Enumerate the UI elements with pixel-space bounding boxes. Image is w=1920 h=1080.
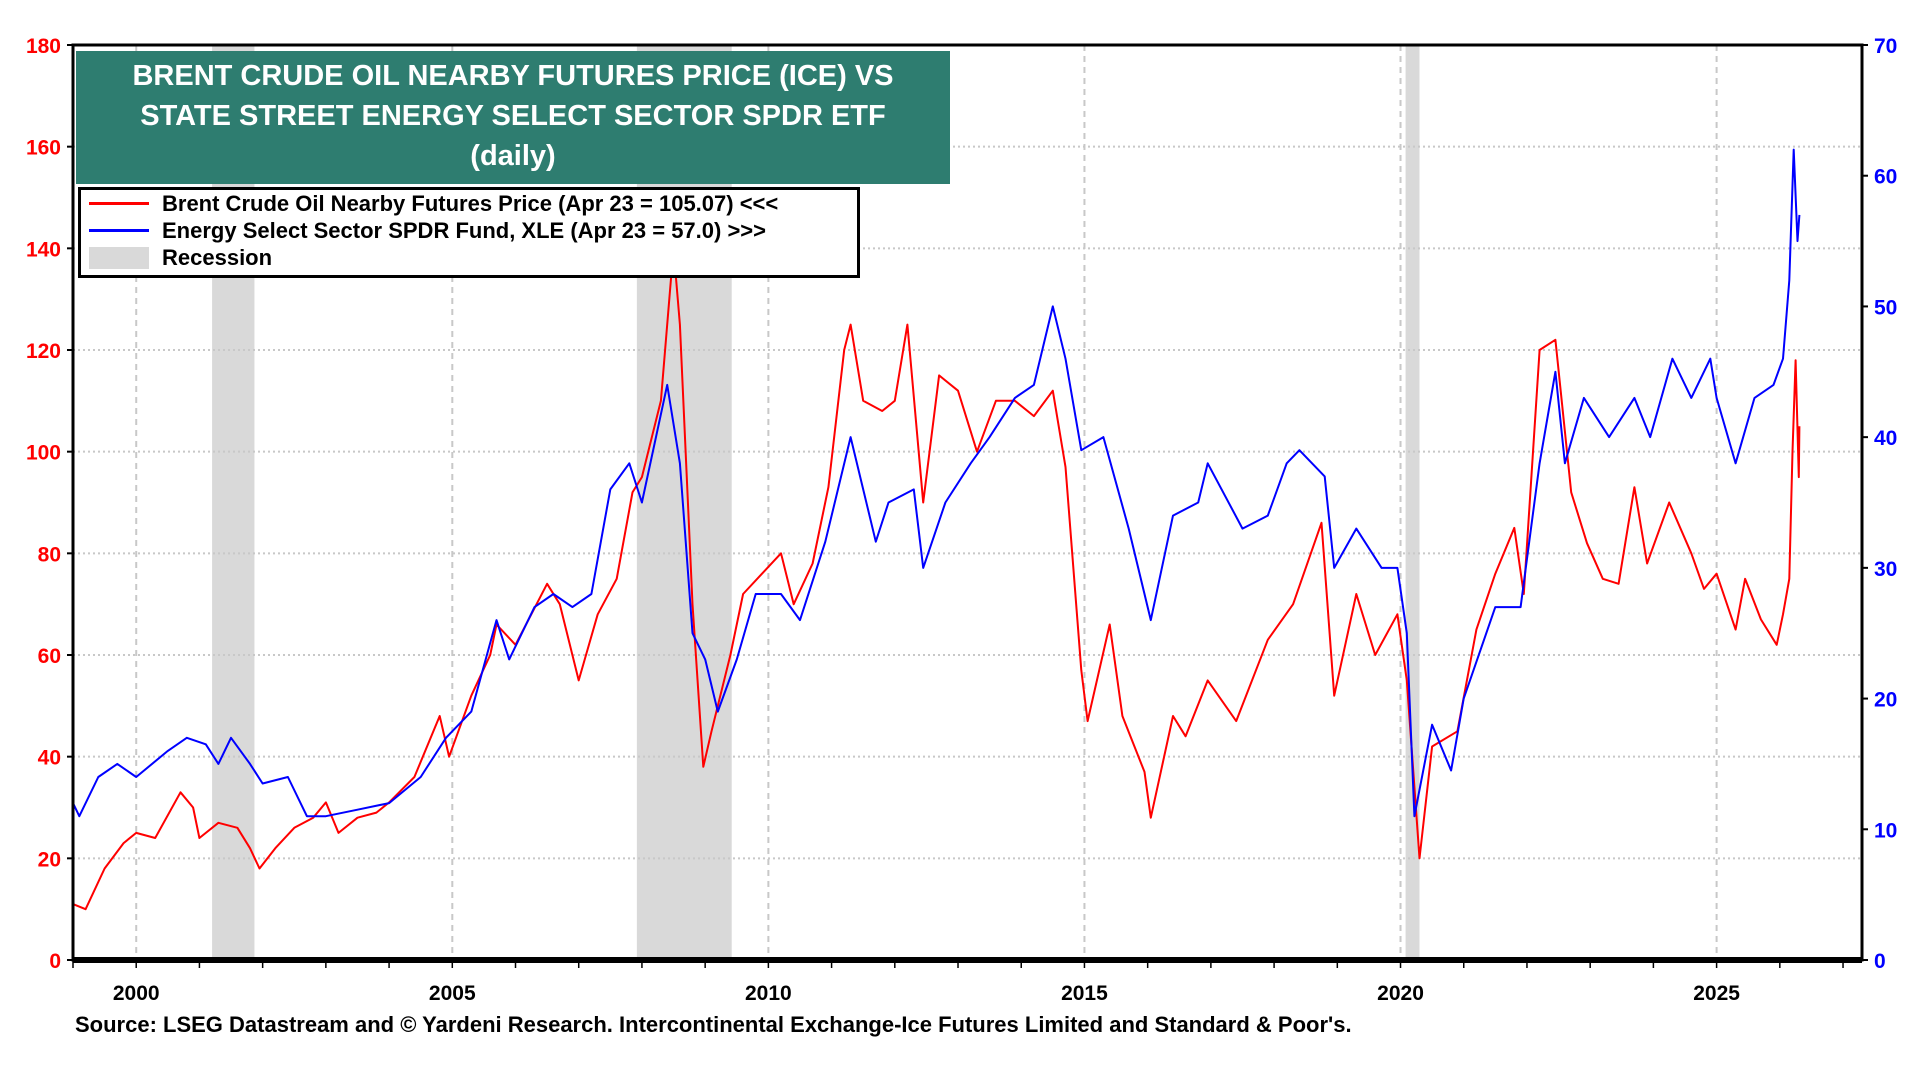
- legend-label-brent: Brent Crude Oil Nearby Futures Price (Ap…: [162, 190, 779, 216]
- legend-item-recession: Recession: [81, 244, 857, 271]
- source-note: Source: LSEG Datastream and © Yardeni Re…: [75, 1012, 1352, 1037]
- y-right-tick-label: 10: [1874, 819, 1897, 842]
- y-right-tick-label: 70: [1874, 35, 1897, 58]
- y-left-tick-label: 20: [38, 848, 61, 871]
- recession-band: [1405, 45, 1420, 960]
- x-tick-label: 2015: [1061, 982, 1108, 1005]
- legend-label-xle: Energy Select Sector SPDR Fund, XLE (Apr…: [162, 217, 766, 243]
- series-line-xle: [72, 148, 1801, 818]
- y-left-tick-label: 0: [49, 950, 61, 973]
- y-right-tick-label: 30: [1874, 558, 1897, 581]
- series-line-brent: [72, 247, 1801, 911]
- y-left-tick-label: 40: [38, 747, 61, 770]
- y-right-tick-label: 20: [1874, 689, 1897, 712]
- y-left-tick-label: 120: [26, 340, 61, 363]
- x-tick-label: 2000: [113, 982, 160, 1005]
- legend-label-recession: Recession: [162, 244, 273, 270]
- x-tick-label: 2005: [429, 982, 476, 1005]
- legend-item-brent: Brent Crude Oil Nearby Futures Price (Ap…: [81, 190, 857, 217]
- y-right-tick-label: 50: [1874, 296, 1897, 319]
- y-left-tick-label: 80: [38, 543, 61, 566]
- legend-item-xle: Energy Select Sector SPDR Fund, XLE (Apr…: [81, 217, 857, 244]
- legend-swatch-xle: [89, 229, 149, 232]
- x-tick-label: 2010: [745, 982, 792, 1005]
- chart-title: BRENT CRUDE OIL NEARBY FUTURES PRICE (IC…: [76, 51, 950, 184]
- y-left-tick-label: 180: [26, 35, 61, 58]
- y-right-tick-label: 60: [1874, 166, 1897, 189]
- legend-swatch-recession: [89, 246, 149, 269]
- y-right-tick-label: 0: [1874, 950, 1886, 973]
- y-left-tick-label: 160: [26, 137, 61, 160]
- x-tick-label: 2025: [1693, 982, 1740, 1005]
- title-line-1: BRENT CRUDE OIL NEARBY FUTURES PRICE (IC…: [132, 60, 894, 92]
- y-left-tick-label: 60: [38, 645, 61, 668]
- title-line-2: STATE STREET ENERGY SELECT SECTOR SPDR E…: [140, 100, 886, 132]
- y-left-tick-label: 140: [26, 238, 61, 261]
- y-right-tick-label: 40: [1874, 427, 1897, 450]
- legend: Brent Crude Oil Nearby Futures Price (Ap…: [78, 187, 860, 278]
- title-line-3: (daily): [470, 140, 556, 172]
- x-tick-label: 2020: [1377, 982, 1424, 1005]
- y-left-tick-label: 100: [26, 442, 61, 465]
- legend-swatch-brent: [89, 202, 149, 205]
